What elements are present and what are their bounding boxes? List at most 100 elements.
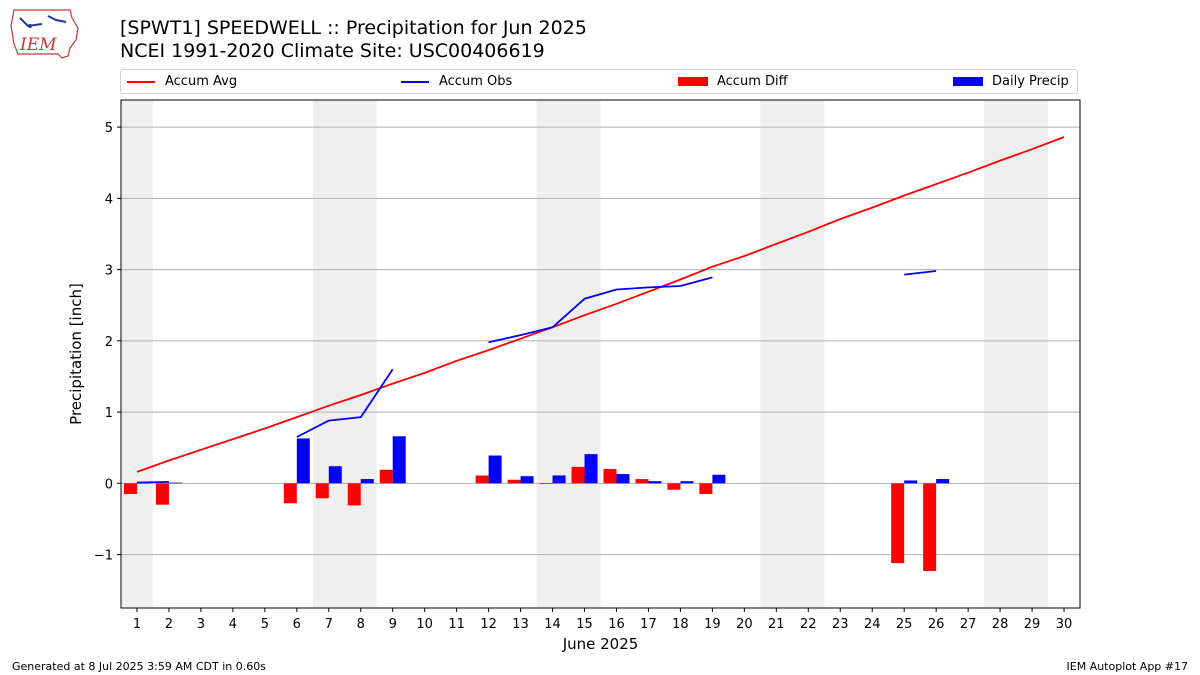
legend-label: Accum Obs [439, 74, 513, 89]
bar-accum-diff [507, 479, 521, 484]
iem-logo: IEM [10, 9, 79, 59]
weekend-band [536, 100, 601, 608]
legend-label: Accum Diff [717, 74, 788, 89]
x-tick-label: 8 [357, 617, 365, 632]
legend-item-accum-avg: Accum Avg [127, 70, 237, 93]
bar-accum-diff [155, 483, 169, 505]
x-tick-label: 27 [960, 617, 977, 632]
y-tick-label: 3 [105, 264, 113, 279]
legend-item-accum-diff: Accum Diff [678, 70, 788, 93]
x-tick-label: 7 [325, 617, 333, 632]
bar-accum-diff [923, 483, 937, 571]
y-tick-label: −1 [94, 549, 113, 564]
bar-accum-diff [315, 483, 329, 499]
y-tick-label: 5 [105, 121, 113, 136]
x-tick-label: 29 [1024, 617, 1041, 632]
x-tick-label: 6 [293, 617, 301, 632]
bar-accum-diff [283, 483, 297, 504]
x-tick-label: 14 [544, 617, 561, 632]
bar-daily-precip [712, 474, 726, 484]
line-accum-obs [296, 368, 394, 438]
legend-label: Daily Precip [992, 74, 1069, 89]
x-tick-label: 21 [768, 617, 785, 632]
bar-accum-diff [667, 483, 681, 490]
x-tick-label: 11 [448, 617, 465, 632]
footer-app: IEM Autoplot App #17 [1066, 660, 1189, 673]
bar-daily-precip [616, 474, 630, 484]
y-tick-label: 2 [105, 335, 113, 350]
bar-daily-precip [680, 481, 694, 484]
x-tick-label: 1 [133, 617, 141, 632]
legend-item-daily-precip: Daily Precip [953, 70, 1069, 93]
bar-accum-diff [475, 475, 489, 484]
line-accum-obs [136, 481, 169, 484]
x-tick-label: 23 [832, 617, 849, 632]
weekend-band [984, 100, 1049, 608]
legend-swatch [953, 77, 983, 86]
legend-swatch [401, 80, 429, 83]
x-tick-label: 12 [480, 617, 497, 632]
bar-daily-precip [584, 454, 598, 484]
y-tick-label: 1 [105, 406, 113, 421]
bar-daily-precip [392, 436, 406, 484]
chart-title: [SPWT1] SPEEDWELL :: Precipitation for J… [120, 17, 587, 39]
bar-daily-precip [936, 479, 950, 484]
x-tick-label: 3 [197, 617, 205, 632]
bar-daily-precip [296, 438, 310, 484]
bar-accum-diff [123, 483, 137, 495]
bar-accum-diff [347, 483, 361, 506]
weekend-band [760, 100, 825, 608]
bar-daily-precip [552, 475, 566, 484]
bar-accum-diff [699, 483, 713, 495]
x-tick-label: 19 [704, 617, 721, 632]
x-tick-label: 13 [512, 617, 529, 632]
bar-daily-precip [904, 480, 918, 484]
footer-generated: Generated at 8 Jul 2025 3:59 AM CDT in 0… [12, 660, 266, 673]
bar-daily-precip [520, 476, 534, 484]
x-axis-label: June 2025 [562, 635, 639, 653]
bar-accum-diff [603, 469, 617, 484]
bar-accum-diff [571, 466, 585, 484]
bar-accum-diff [891, 483, 905, 564]
x-tick-label: 17 [640, 617, 657, 632]
weekend-band [312, 100, 377, 608]
chart-subtitle: NCEI 1991-2020 Climate Site: USC00406619 [120, 40, 545, 62]
x-tick-label: 15 [576, 617, 593, 632]
bar-accum-diff [539, 483, 553, 485]
x-tick-label: 20 [736, 617, 753, 632]
line-accum-obs [488, 276, 713, 344]
x-tick-label: 16 [608, 617, 625, 632]
plot-frame [120, 99, 1081, 609]
legend-label: Accum Avg [165, 74, 238, 89]
bar-daily-precip [168, 482, 182, 484]
legend-swatch [678, 77, 708, 86]
weekend-band [121, 100, 153, 608]
bar-daily-precip [648, 481, 662, 484]
x-tick-label: 10 [416, 617, 433, 632]
bar-accum-diff [635, 479, 649, 484]
bar-daily-precip [360, 479, 374, 484]
x-tick-label: 30 [1056, 617, 1073, 632]
logo-text: IEM [19, 35, 57, 55]
x-tick-label: 25 [896, 617, 913, 632]
line-accum-obs [904, 270, 937, 276]
x-tick-label: 26 [928, 617, 945, 632]
legend-item-accum-obs: Accum Obs [401, 70, 512, 93]
y-axis-label: Precipitation [inch] [67, 283, 85, 425]
x-tick-label: 4 [229, 617, 237, 632]
legend-swatch [127, 80, 155, 83]
x-tick-label: 5 [261, 617, 269, 632]
bar-accum-diff [379, 469, 393, 484]
y-tick-label: 0 [105, 477, 113, 492]
legend: Accum Avg Accum Obs Accum Diff Daily Pre… [120, 69, 1078, 94]
x-tick-label: 18 [672, 617, 689, 632]
line-accum-avg [136, 136, 1065, 473]
x-tick-label: 28 [992, 617, 1009, 632]
x-tick-label: 22 [800, 617, 817, 632]
bar-daily-precip [328, 466, 342, 484]
bar-daily-precip [488, 455, 502, 484]
x-tick-label: 2 [165, 617, 173, 632]
x-tick-label: 24 [864, 617, 881, 632]
x-tick-label: 9 [389, 617, 397, 632]
